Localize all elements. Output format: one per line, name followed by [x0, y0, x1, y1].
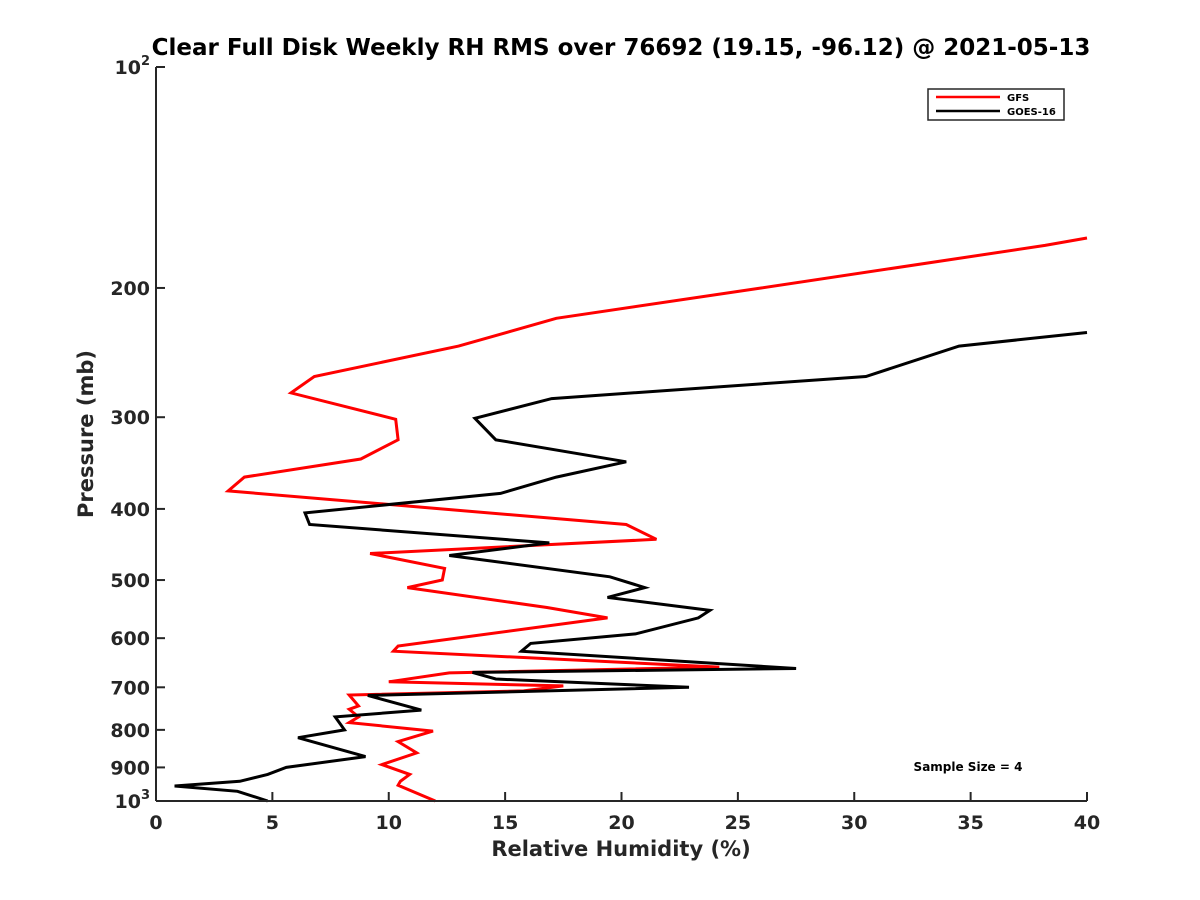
y-tick-label: 800 [110, 720, 150, 742]
x-axis-label: Relative Humidity (%) [491, 837, 750, 861]
y-tick-label: 400 [110, 499, 150, 521]
x-tick-label: 40 [1074, 812, 1100, 834]
x-tick-label: 35 [957, 812, 983, 834]
x-ticks-group: 0 5 10 15 20 25 30 35 40 [149, 792, 1100, 834]
y-tick-label: 900 [110, 757, 150, 779]
plot-series-group [174, 236, 1088, 803]
y-ticks-group: 102 200 300 400 500 600 700 800 900 103 [110, 54, 165, 813]
y-tick-label: 600 [110, 628, 150, 650]
x-tick-label: 15 [492, 812, 518, 834]
y-tick-label: 700 [110, 677, 150, 699]
y-tick-label: 103 [115, 788, 151, 813]
series-line-gfs [224, 236, 1088, 803]
x-tick-label: 20 [608, 812, 634, 834]
series-line-goes16 [174, 331, 1088, 803]
sample-size-annotation: Sample Size = 4 [914, 760, 1023, 774]
x-tick-label: 10 [376, 812, 402, 834]
legend-label-gfs: GFS [1007, 93, 1029, 104]
chart-title: Clear Full Disk Weekly RH RMS over 76692… [152, 35, 1091, 61]
x-tick-label: 0 [149, 812, 162, 834]
legend-box [927, 88, 1065, 121]
y-tick-label: 500 [110, 570, 150, 592]
y-tick-label: 300 [110, 407, 150, 429]
x-tick-label: 25 [725, 812, 751, 834]
x-tick-label: 5 [266, 812, 279, 834]
y-tick-label: 102 [115, 54, 151, 79]
y-axis-label: Pressure (mb) [74, 350, 98, 518]
y-tick-label: 200 [110, 278, 150, 300]
legend-label-goes16: GOES-16 [1007, 107, 1056, 118]
x-tick-label: 30 [841, 812, 867, 834]
legend: GFS GOES-16 [927, 88, 1065, 121]
